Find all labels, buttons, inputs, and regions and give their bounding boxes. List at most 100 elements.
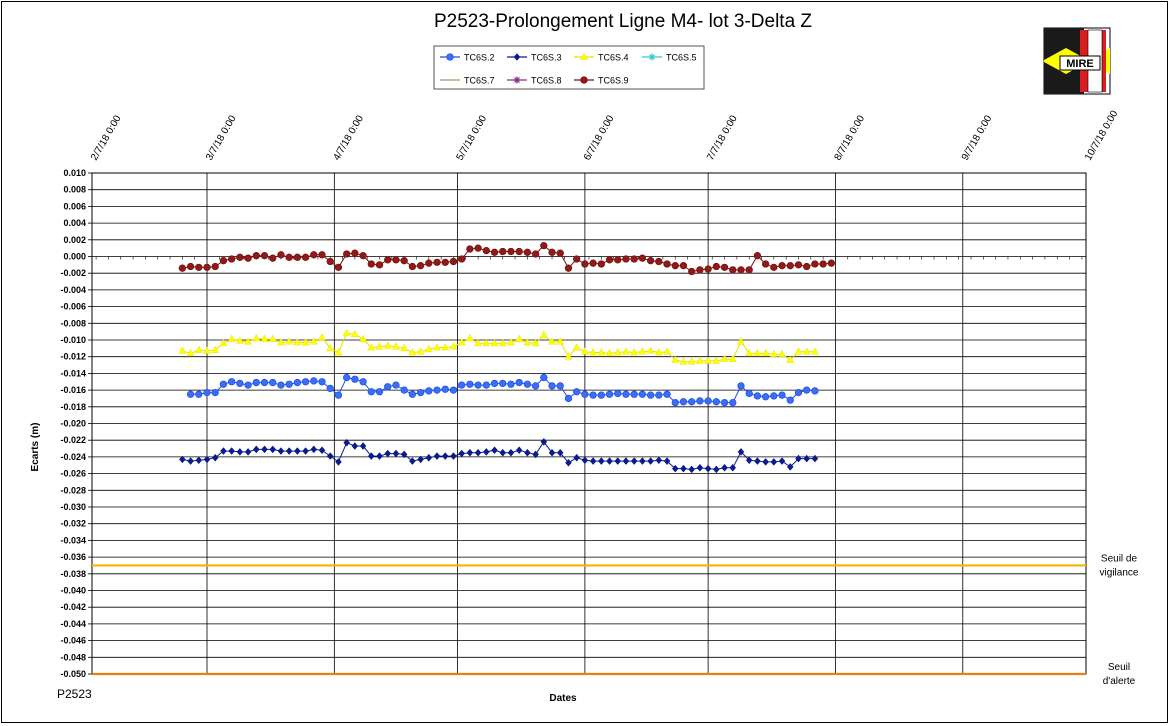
data-point [261, 445, 268, 454]
data-point [556, 249, 564, 257]
data-point [655, 456, 663, 465]
y-tick-label: 0.004 [63, 218, 86, 228]
data-point [499, 379, 507, 388]
data-point [737, 337, 745, 345]
data-point [425, 259, 433, 267]
data-point [236, 253, 244, 261]
data-point [474, 338, 483, 347]
data-point [630, 255, 638, 263]
logo-text-box [1059, 55, 1101, 71]
data-point [309, 337, 318, 345]
data-point [589, 259, 597, 267]
data-point [646, 257, 655, 265]
data-point [178, 346, 187, 354]
data-point [203, 346, 211, 354]
data-point [375, 261, 384, 269]
data-point [655, 391, 663, 399]
data-point [630, 390, 638, 398]
legend-marker [648, 53, 656, 61]
data-point [687, 357, 696, 365]
data-point [646, 391, 655, 399]
data-point [745, 348, 754, 357]
data-point [597, 391, 605, 399]
data-point [220, 447, 227, 455]
data-point [392, 449, 400, 458]
y-tick-label: -0.032 [60, 519, 86, 529]
data-point [646, 346, 655, 354]
data-point [671, 464, 679, 473]
data-point [564, 352, 573, 360]
data-point [589, 348, 598, 356]
y-tick-label: -0.042 [60, 602, 86, 612]
data-point [219, 338, 228, 347]
x-tick-label: 5/7/18 0:00 [455, 113, 490, 162]
data-point [769, 349, 778, 357]
data-point [244, 448, 252, 456]
data-point [449, 386, 458, 394]
y-tick-label: -0.002 [60, 268, 86, 278]
x-tick-label: 2/7/18 0:00 [89, 113, 124, 162]
data-point [729, 266, 737, 274]
data-point [211, 453, 219, 462]
data-point [441, 452, 449, 460]
data-point [392, 256, 400, 264]
data-point [663, 347, 671, 355]
data-point [639, 457, 646, 465]
data-point [539, 330, 548, 338]
series-TC6S.9 [178, 241, 835, 276]
legend-label: TC6S.3 [531, 53, 562, 63]
data-point [786, 262, 794, 270]
data-point [375, 342, 384, 350]
data-point [663, 457, 671, 465]
data-point [458, 449, 465, 458]
x-axis-label: Dates [549, 693, 577, 704]
data-point [679, 262, 688, 270]
data-point [638, 390, 647, 398]
data-point [712, 262, 720, 271]
data-point [671, 398, 679, 407]
data-point [745, 266, 753, 274]
y-tick-label: -0.038 [60, 569, 86, 579]
data-point [285, 337, 294, 345]
legend-marker [580, 52, 588, 60]
data-point [622, 457, 630, 465]
data-point [235, 336, 244, 344]
y-tick-label: -0.048 [60, 652, 86, 662]
data-point [770, 458, 778, 466]
data-point [589, 391, 597, 399]
data-point [326, 384, 334, 393]
y-tick-label: -0.046 [60, 636, 86, 646]
data-point [540, 373, 548, 382]
data-point [458, 381, 466, 389]
data-point [663, 260, 671, 268]
data-point [581, 390, 589, 398]
data-point [195, 456, 203, 465]
data-point [277, 447, 285, 455]
y-tick-label: -0.034 [60, 535, 86, 545]
data-point [704, 464, 712, 473]
data-point [565, 458, 572, 467]
x-tick-label: 9/7/18 0:00 [960, 113, 995, 162]
data-point [704, 397, 712, 405]
data-point [770, 263, 778, 272]
data-point [269, 254, 277, 262]
data-point [794, 388, 803, 397]
data-point [187, 457, 194, 465]
data-point [326, 452, 334, 460]
data-point [548, 448, 556, 457]
data-point [802, 347, 811, 355]
data-point [449, 257, 458, 266]
data-point [367, 388, 375, 396]
data-point [474, 381, 482, 389]
data-point [564, 264, 573, 272]
y-tick-label: 0.002 [63, 235, 86, 245]
data-point [260, 378, 269, 387]
data-point [326, 343, 335, 352]
data-point [581, 260, 589, 268]
data-point [293, 378, 302, 387]
data-point [712, 398, 720, 406]
data-point [449, 342, 458, 350]
data-point [433, 452, 441, 460]
data-point [556, 337, 565, 345]
y-tick-label: -0.010 [60, 335, 86, 345]
